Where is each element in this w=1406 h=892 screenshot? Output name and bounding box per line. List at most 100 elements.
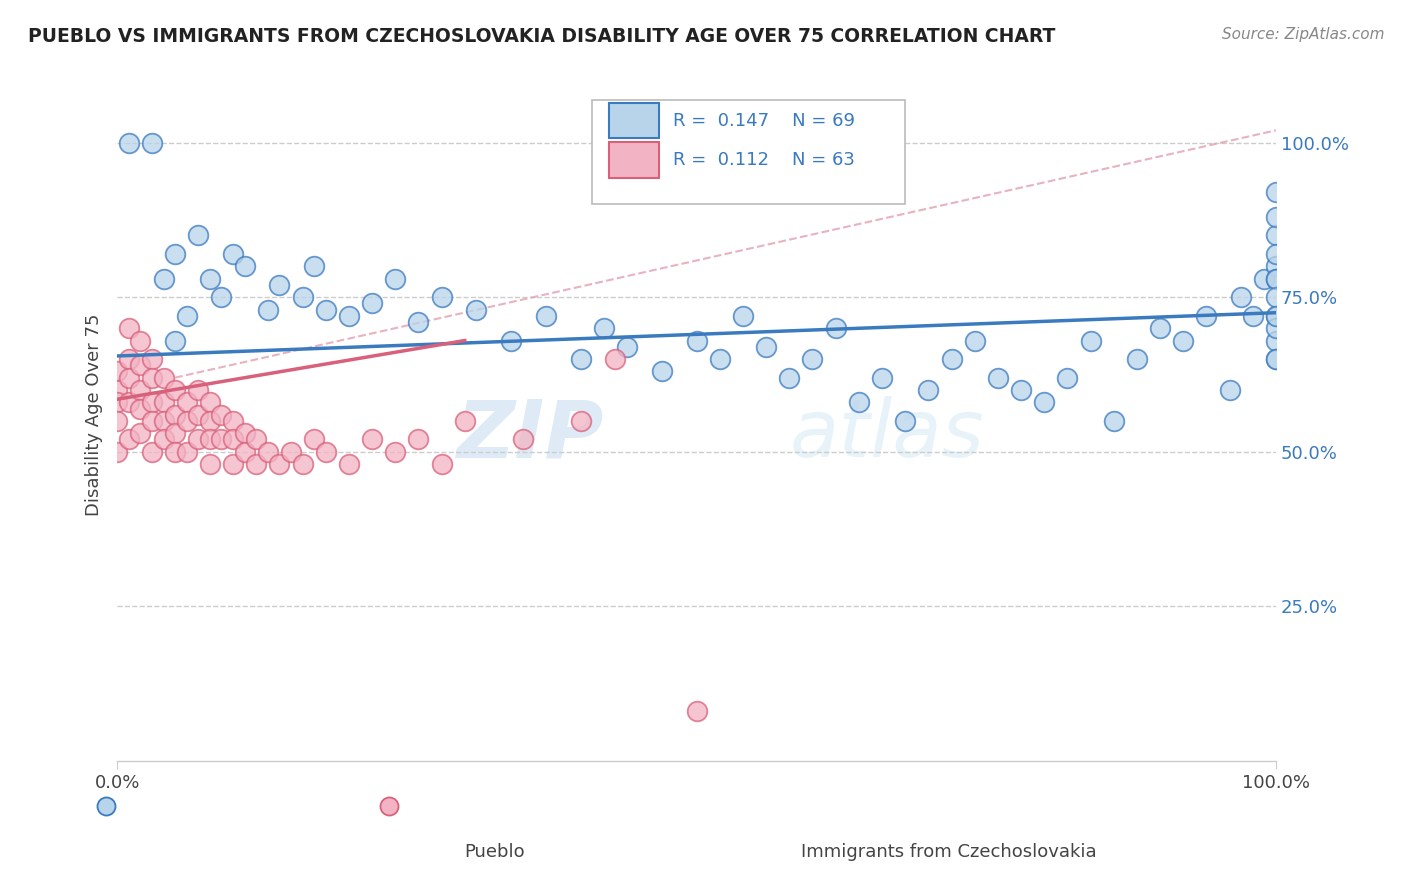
FancyBboxPatch shape	[609, 103, 659, 138]
Point	[337, 457, 360, 471]
Point	[280, 444, 302, 458]
Point	[176, 444, 198, 458]
Point	[778, 370, 800, 384]
Point	[592, 321, 614, 335]
Point	[118, 370, 141, 384]
Point	[222, 457, 245, 471]
Point	[685, 334, 707, 348]
Point	[141, 395, 163, 409]
FancyBboxPatch shape	[609, 142, 659, 178]
Point	[233, 426, 256, 441]
Point	[222, 414, 245, 428]
Point	[187, 408, 209, 422]
Point	[430, 290, 453, 304]
Point	[291, 290, 314, 304]
Point	[129, 334, 152, 348]
Point	[245, 433, 267, 447]
Point	[454, 414, 477, 428]
Point	[105, 364, 128, 378]
Point	[824, 321, 846, 335]
Point	[315, 444, 337, 458]
Text: R =  0.147    N = 69: R = 0.147 N = 69	[673, 112, 855, 129]
Point	[963, 334, 986, 348]
Point	[187, 383, 209, 397]
Point	[894, 414, 917, 428]
Point	[709, 352, 731, 367]
Point	[105, 414, 128, 428]
Point	[187, 228, 209, 243]
Point	[1265, 260, 1288, 274]
Point	[233, 444, 256, 458]
Point	[1033, 395, 1056, 409]
Point	[165, 408, 187, 422]
Point	[118, 395, 141, 409]
Point	[118, 352, 141, 367]
FancyBboxPatch shape	[592, 100, 905, 203]
Point	[1230, 290, 1253, 304]
Point	[384, 271, 406, 285]
Point	[1265, 321, 1288, 335]
Point	[211, 290, 233, 304]
Point	[1265, 309, 1288, 323]
Point	[152, 414, 174, 428]
Point	[165, 426, 187, 441]
Point	[848, 395, 870, 409]
Point	[1265, 334, 1288, 348]
Text: atlas: atlas	[789, 396, 984, 475]
Text: ZIP: ZIP	[457, 396, 603, 475]
Point	[129, 401, 152, 416]
Point	[129, 383, 152, 397]
Point	[361, 296, 384, 310]
Point	[141, 370, 163, 384]
Point	[141, 136, 163, 150]
Point	[187, 433, 209, 447]
Point	[165, 383, 187, 397]
Point	[870, 370, 893, 384]
Point	[105, 395, 128, 409]
Point	[1265, 228, 1288, 243]
Point	[198, 395, 221, 409]
Point	[198, 433, 221, 447]
Point	[1241, 309, 1264, 323]
Point	[141, 352, 163, 367]
Point	[1265, 185, 1288, 199]
Point	[302, 433, 325, 447]
Y-axis label: Disability Age Over 75: Disability Age Over 75	[86, 313, 103, 516]
Point	[569, 414, 592, 428]
Point	[430, 457, 453, 471]
Point	[534, 309, 557, 323]
Point	[987, 370, 1010, 384]
Point	[1265, 309, 1288, 323]
Point	[141, 414, 163, 428]
Point	[198, 457, 221, 471]
Point	[1195, 309, 1218, 323]
Text: Pueblo: Pueblo	[464, 843, 524, 861]
Point	[1265, 352, 1288, 367]
Point	[129, 358, 152, 372]
Point	[1102, 414, 1125, 428]
Point	[1265, 271, 1288, 285]
Point	[651, 364, 673, 378]
Point	[1265, 352, 1288, 367]
Point	[1056, 370, 1078, 384]
Point	[605, 352, 627, 367]
Point	[211, 433, 233, 447]
Point	[302, 260, 325, 274]
Point	[917, 383, 939, 397]
Point	[1219, 383, 1241, 397]
Point	[176, 414, 198, 428]
Point	[685, 705, 707, 719]
Point	[152, 395, 174, 409]
Text: R =  0.112    N = 63: R = 0.112 N = 63	[673, 151, 855, 169]
Point	[105, 444, 128, 458]
Point	[118, 136, 141, 150]
Point	[233, 260, 256, 274]
Point	[256, 444, 278, 458]
Point	[152, 271, 174, 285]
Point	[384, 444, 406, 458]
Point	[256, 302, 278, 317]
Point	[165, 334, 187, 348]
Point	[269, 457, 291, 471]
Text: PUEBLO VS IMMIGRANTS FROM CZECHOSLOVAKIA DISABILITY AGE OVER 75 CORRELATION CHAR: PUEBLO VS IMMIGRANTS FROM CZECHOSLOVAKIA…	[28, 27, 1056, 45]
Point	[361, 433, 384, 447]
